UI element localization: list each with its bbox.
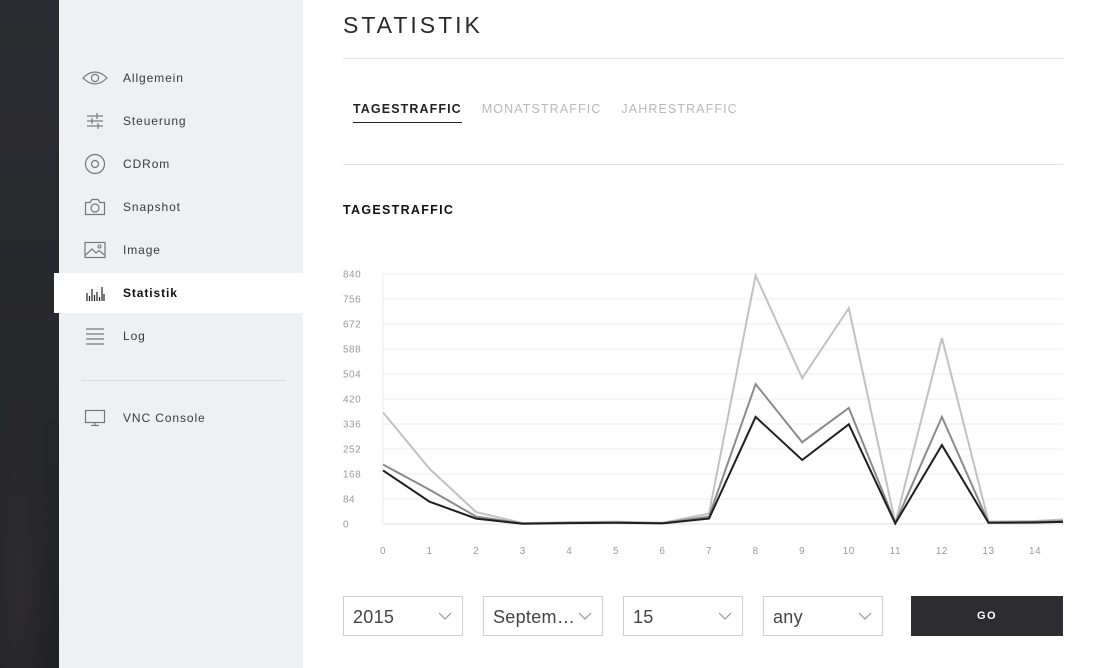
day-select-value: 15 xyxy=(633,607,654,627)
chevron-down-icon xyxy=(858,612,872,620)
traffic-chart: 0 84 168 252 336 420 504 588 672 756 840 0 1 2 3 4 5 6 7 8 9… xyxy=(343,262,1067,562)
camera-icon xyxy=(81,196,109,218)
x-tick-label: 11 xyxy=(890,546,901,557)
x-tick-label: 9 xyxy=(799,546,805,557)
y-tick-label: 336 xyxy=(343,420,361,431)
x-tick-label: 10 xyxy=(843,546,855,557)
chevron-down-icon xyxy=(718,612,732,620)
chevron-down-icon xyxy=(578,612,592,620)
main-content: STATISTIK TAGESTRAFFIC MONATSTRAFFIC JAH… xyxy=(303,0,1095,668)
tab-monatstraffic[interactable]: MONATSTRAFFIC xyxy=(481,102,602,116)
title-divider xyxy=(343,58,1063,59)
x-tick-label: 12 xyxy=(936,546,948,557)
filter-select-value: any xyxy=(773,607,803,627)
go-button[interactable]: GO xyxy=(911,596,1063,636)
y-tick-label: 840 xyxy=(343,270,361,281)
y-tick-label: 672 xyxy=(343,320,361,331)
day-select[interactable]: 15 xyxy=(623,596,743,636)
sidebar-item-label: Image xyxy=(123,243,161,257)
image-icon xyxy=(81,239,109,261)
x-tick-label: 13 xyxy=(982,546,994,557)
y-tick-label: 588 xyxy=(343,345,361,356)
traffic-tabs: TAGESTRAFFIC MONATSTRAFFIC JAHRESTRAFFIC xyxy=(353,102,738,123)
sidebar-item-statistik[interactable]: Statistik xyxy=(54,273,303,313)
sidebar-item-label: CDRom xyxy=(123,157,171,171)
tab-jahrestraffic[interactable]: JAHRESTRAFFIC xyxy=(621,102,738,116)
tab-tagestraffic[interactable]: TAGESTRAFFIC xyxy=(353,102,462,123)
x-tick-label: 2 xyxy=(473,546,479,557)
section-title: TAGESTRAFFIC xyxy=(343,203,455,217)
eye-icon xyxy=(81,67,109,89)
x-tick-label: 5 xyxy=(613,546,619,557)
x-tick-label: 0 xyxy=(380,546,386,557)
sidebar-item-label: Snapshot xyxy=(123,200,181,214)
x-tick-label: 14 xyxy=(1029,546,1041,557)
background-strip xyxy=(0,0,59,668)
x-tick-label: 1 xyxy=(427,546,433,557)
filter-controls: 2015 September 15 any GO xyxy=(343,596,1063,636)
sidebar-item-image[interactable]: Image xyxy=(59,230,303,270)
x-tick-label: 3 xyxy=(520,546,526,557)
sidebar-item-allgemein[interactable]: Allgemein xyxy=(59,58,303,98)
sidebar-divider xyxy=(81,380,285,381)
filter-select[interactable]: any xyxy=(763,596,883,636)
sliders-icon xyxy=(81,110,109,132)
x-tick-label: 6 xyxy=(659,546,665,557)
sidebar-item-label: Steuerung xyxy=(123,114,187,128)
y-tick-label: 420 xyxy=(343,395,361,406)
sidebar-item-log[interactable]: Log xyxy=(59,316,303,356)
sidebar-item-snapshot[interactable]: Snapshot xyxy=(59,187,303,227)
month-select-value: September xyxy=(493,607,575,627)
bar-chart-icon xyxy=(81,282,109,304)
x-tick-label: 8 xyxy=(753,546,759,557)
sidebar-item-steuerung[interactable]: Steuerung xyxy=(59,101,303,141)
sidebar: Allgemein Steuerung CDRom Snapshot Image xyxy=(54,0,303,668)
page-title: STATISTIK xyxy=(343,12,483,38)
y-tick-label: 504 xyxy=(343,370,361,381)
sidebar-item-label: Allgemein xyxy=(123,71,184,85)
sidebar-item-label: Statistik xyxy=(123,286,178,300)
list-icon xyxy=(81,325,109,347)
sidebar-item-label: Log xyxy=(123,329,146,343)
tabs-divider xyxy=(343,164,1063,165)
sidebar-item-cdrom[interactable]: CDRom xyxy=(59,144,303,184)
x-tick-label: 4 xyxy=(566,546,572,557)
y-tick-label: 756 xyxy=(343,295,361,306)
series-line-3 xyxy=(382,415,1064,526)
chevron-down-icon xyxy=(438,612,452,620)
y-tick-label: 252 xyxy=(343,445,361,456)
sidebar-item-label: VNC Console xyxy=(123,411,206,425)
year-select[interactable]: 2015 xyxy=(343,596,463,636)
y-tick-label: 168 xyxy=(343,470,361,481)
y-tick-label: 84 xyxy=(343,495,355,506)
series-line-2 xyxy=(382,382,1064,526)
x-tick-label: 7 xyxy=(706,546,712,557)
monitor-icon xyxy=(81,407,109,429)
y-tick-label: 0 xyxy=(343,520,349,531)
sidebar-item-vnc-console[interactable]: VNC Console xyxy=(59,398,303,438)
year-select-value: 2015 xyxy=(353,607,395,627)
disc-icon xyxy=(81,153,109,175)
series-line-1 xyxy=(382,272,1064,525)
month-select[interactable]: September xyxy=(483,596,603,636)
